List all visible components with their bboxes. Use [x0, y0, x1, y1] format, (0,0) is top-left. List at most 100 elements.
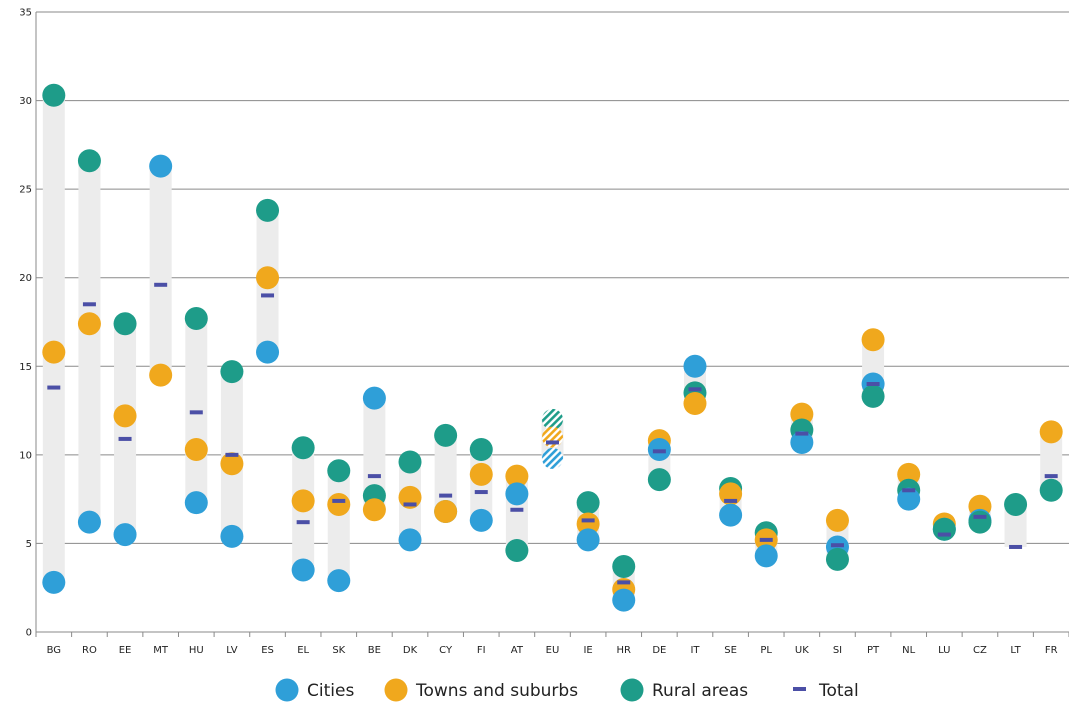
point-rural: [861, 384, 885, 408]
point-rural: [1039, 478, 1063, 502]
legend-label: Rural areas: [652, 681, 748, 701]
range-bar: [327, 470, 350, 581]
point-towns: [327, 492, 351, 516]
point-rural: [932, 517, 956, 541]
point-cities: [612, 588, 636, 612]
point-towns: [42, 340, 66, 364]
point-total: [1044, 474, 1058, 479]
y-tick-label: 15: [19, 362, 32, 373]
point-total: [154, 282, 168, 287]
point-total: [261, 293, 275, 298]
point-cities: [897, 487, 921, 511]
point-rural: [612, 554, 636, 578]
point-towns: [542, 426, 563, 448]
data-markers: [42, 83, 1063, 612]
point-cities: [256, 340, 280, 364]
point-cities: [719, 503, 743, 527]
point-total: [866, 382, 880, 386]
point-total: [439, 493, 453, 498]
point-cities: [542, 447, 563, 469]
point-total: [367, 474, 381, 479]
point-cities: [113, 523, 137, 547]
y-tick-label: 0: [26, 628, 32, 639]
point-rural: [398, 450, 422, 474]
range-bars: [42, 95, 1063, 601]
point-towns: [113, 404, 137, 428]
y-tick-label: 30: [19, 96, 32, 107]
x-tick-label: IT: [690, 645, 700, 656]
point-total: [296, 520, 310, 525]
point-total: [902, 488, 916, 493]
x-tick-label: DK: [403, 645, 418, 656]
range-bar: [42, 95, 65, 583]
point-total: [82, 302, 96, 307]
range-bar: [363, 398, 386, 510]
x-tick-label: SI: [833, 645, 842, 656]
point-total: [189, 410, 203, 415]
point-rural: [505, 539, 529, 563]
point-cities: [505, 482, 529, 506]
point-towns: [861, 328, 885, 352]
x-tick-label: PL: [760, 645, 772, 656]
point-total: [937, 532, 951, 537]
legend-swatch: [620, 678, 644, 702]
x-tick-label: NL: [902, 645, 915, 656]
x-axis: BG RO EE MT HU LV ES EL SK BE DK CY FI AT EU IE HR DE IT SE…: [35, 632, 1069, 656]
point-rural: [1004, 492, 1028, 516]
point-cities: [469, 508, 493, 532]
x-tick-label: SE: [724, 645, 737, 656]
x-tick-label: MT: [153, 645, 169, 656]
x-tick-label: HU: [189, 645, 204, 656]
point-cities: [291, 558, 315, 582]
x-tick-label: UK: [795, 645, 809, 656]
legend-item-cities: Cities: [275, 678, 354, 702]
point-rural: [113, 312, 137, 336]
y-tick-label: 25: [19, 185, 32, 196]
x-tick-label: EE: [119, 645, 132, 656]
x-tick-label: ES: [261, 645, 274, 656]
point-total: [724, 498, 738, 503]
point-rural: [77, 149, 101, 173]
point-towns: [897, 462, 921, 486]
point-towns: [184, 438, 208, 462]
point-cities: [398, 528, 422, 552]
point-rural: [576, 491, 600, 515]
point-rural: [184, 306, 208, 330]
legend-label: Towns and suburbs: [415, 681, 578, 701]
y-tick-label: 5: [26, 539, 32, 550]
y-axis: 0 5 10 15 20 25 30 35: [19, 8, 37, 639]
point-total: [652, 449, 666, 454]
point-towns: [77, 312, 101, 336]
x-tick-label: FR: [1045, 645, 1058, 656]
point-rural: [327, 459, 351, 483]
y-tick-label: 10: [19, 450, 32, 461]
point-cities: [220, 524, 244, 548]
point-towns: [469, 462, 493, 486]
point-total: [332, 498, 346, 503]
range-bar: [149, 166, 172, 376]
point-rural: [825, 547, 849, 571]
point-rural: [220, 360, 244, 384]
point-towns: [434, 500, 458, 524]
x-tick-label: CZ: [973, 645, 987, 656]
point-total: [973, 514, 987, 519]
point-rural: [42, 83, 66, 107]
point-towns: [220, 452, 244, 476]
point-cities: [149, 154, 173, 178]
point-cities: [184, 491, 208, 515]
point-total: [1009, 544, 1023, 549]
point-cities: [77, 510, 101, 534]
point-total: [617, 580, 631, 585]
x-tick-label: EU: [546, 645, 560, 656]
point-towns: [683, 391, 707, 415]
point-cities: [754, 544, 778, 568]
point-towns: [149, 363, 173, 387]
x-tick-label: IE: [583, 645, 592, 656]
point-total: [47, 385, 61, 390]
point-total: [795, 431, 809, 436]
point-total: [474, 490, 488, 495]
x-tick-label: LU: [938, 645, 950, 656]
point-cities: [790, 430, 814, 454]
range-bar: [78, 160, 101, 523]
